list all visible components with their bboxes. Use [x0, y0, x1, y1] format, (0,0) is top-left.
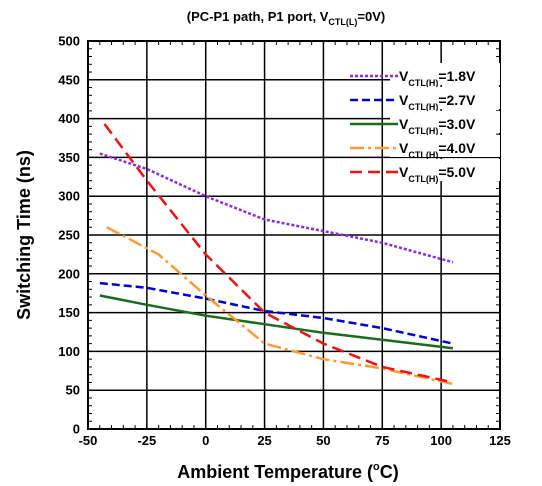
y-tick-label: 450 — [58, 72, 80, 87]
x-tick-label: 0 — [202, 433, 209, 448]
plot-frame — [87, 40, 501, 430]
legend-bg — [390, 135, 500, 157]
legend-bg — [390, 159, 500, 181]
x-tick-label: 100 — [430, 433, 452, 448]
y-tick-label: 400 — [58, 111, 80, 126]
y-tick-label: 0 — [73, 422, 80, 437]
y-tick-label: 150 — [58, 305, 80, 320]
series-lines — [99, 123, 454, 386]
legend-label-3: VCTL(H)=3.0V — [399, 116, 476, 136]
y-tick-label: 200 — [58, 266, 80, 281]
y-tick-label: 300 — [58, 189, 80, 204]
legend: VCTL(H)=1.8V VCTL(H)=2.7V VCTL(H)=3.0V VCTL… — [350, 63, 500, 184]
legend-label-1: VCTL(H)=1.8V — [399, 68, 476, 88]
y-axis-title: Switching Time (ns) — [14, 150, 34, 320]
tick-labels: -50 -25 0 25 50 75 100 125 0 50 100 150 200 250 300 350… — [58, 34, 511, 449]
legend-label-2: VCTL(H)=2.7V — [399, 92, 476, 112]
y-tick-label: 250 — [58, 228, 80, 243]
x-axis-title: Ambient Temperature (oC) — [177, 461, 398, 482]
x-tick-label: 75 — [375, 433, 389, 448]
y-tick-label: 50 — [66, 383, 80, 398]
x-tick-label: 125 — [489, 433, 511, 448]
y-tick-label: 100 — [58, 344, 80, 359]
series-line-3 — [99, 294, 454, 350]
legend-bg — [390, 87, 500, 109]
y-tick-label: 500 — [58, 34, 80, 49]
x-tick-label: -25 — [137, 433, 156, 448]
series-line-1 — [99, 152, 454, 264]
y-tick-label: 350 — [58, 150, 80, 165]
x-tick-label: 50 — [316, 433, 330, 448]
chart-subtitle: (PC-P1 path, P1 port, VCTL(L)=0V) — [187, 9, 385, 27]
legend-bg — [390, 63, 500, 85]
x-tick-label: 25 — [257, 433, 271, 448]
series-line-4 — [106, 226, 454, 386]
legend-bg — [390, 111, 500, 133]
legend-label-4: VCTL(H)=4.0V — [399, 140, 476, 160]
legend-label-5: VCTL(H)=5.0V — [399, 164, 476, 184]
x-tick-label: -50 — [79, 433, 98, 448]
